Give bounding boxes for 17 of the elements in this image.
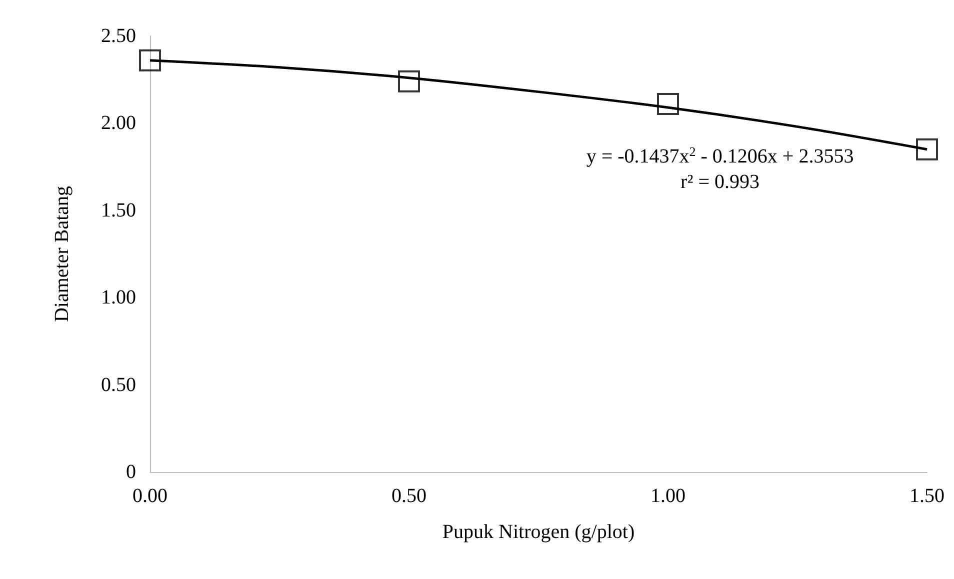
y-tick-label: 0.50: [101, 374, 136, 396]
point: [398, 70, 420, 92]
point: [139, 49, 161, 72]
y-axis-title: Diameter Batang: [51, 186, 73, 322]
y-tick-label: 0: [126, 461, 136, 483]
x-tick-label: 0.00: [132, 485, 168, 507]
x-axis-title: Pupuk Nitrogen (g/plot): [442, 521, 635, 543]
y-tick-label: 1.50: [101, 199, 136, 222]
annotation: r² = 0.993: [680, 171, 760, 193]
x-tick-label: 1.50: [910, 485, 944, 507]
y-tick-label: 2.00: [101, 112, 136, 134]
x-tick-label: 0.50: [392, 485, 426, 507]
y-tick-label: 1.00: [101, 286, 136, 309]
x-tick-label: 1.00: [650, 485, 686, 507]
y-tick-label: 2.50: [101, 25, 136, 47]
point: [657, 93, 679, 116]
point: [916, 138, 938, 160]
